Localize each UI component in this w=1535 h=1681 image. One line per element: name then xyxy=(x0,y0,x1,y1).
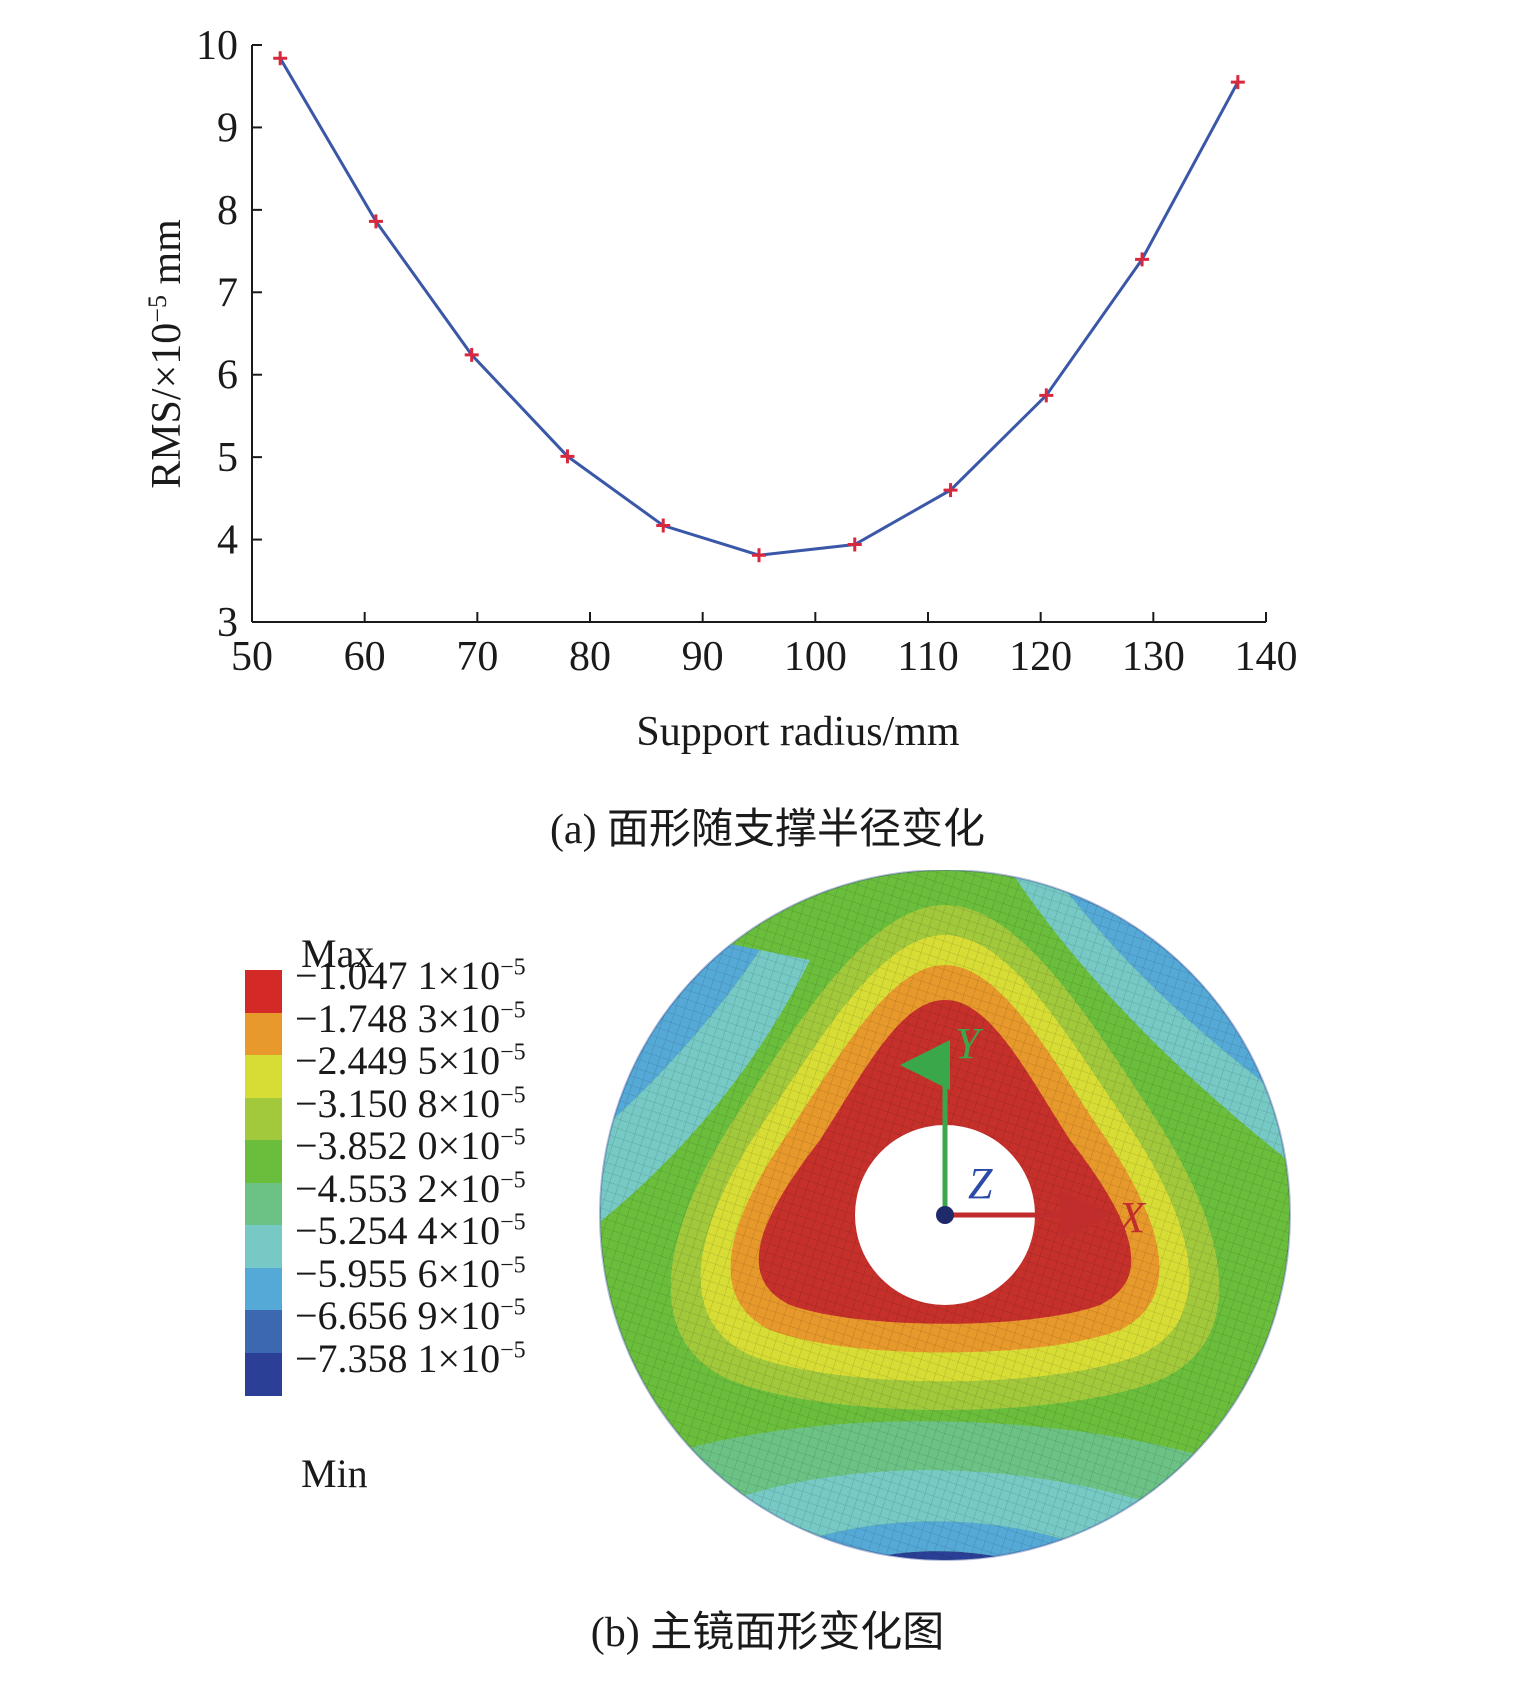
x-tick-label: 70 xyxy=(456,634,498,680)
data-point-marker xyxy=(943,483,958,498)
data-point-marker xyxy=(273,51,288,66)
axes-triad: Y Z X xyxy=(900,1019,1147,1242)
chart-axes xyxy=(251,45,1266,623)
series-line xyxy=(278,57,1240,557)
x-tick-label: 130 xyxy=(1122,634,1185,680)
legend-level-label: −2.449 5×10−5 xyxy=(295,1038,526,1083)
x-tick-label: 50 xyxy=(231,634,273,680)
data-point-marker xyxy=(752,548,766,563)
x-tick-label: 90 xyxy=(682,634,724,680)
y-tick-label: 3 xyxy=(217,600,238,646)
legend-swatch xyxy=(245,1267,282,1311)
chart-ticks: 50 60 70 80 90 100 110 120 130 140 3 4 5 6 7 8 9 10 xyxy=(196,23,1298,680)
legend-swatch xyxy=(245,1182,282,1226)
origin-point xyxy=(936,1206,954,1224)
legend-swatch xyxy=(245,1352,282,1396)
legend-swatch xyxy=(245,1140,282,1184)
data-point-marker xyxy=(656,518,671,533)
mirror-deformation-plot: Y Z X xyxy=(599,870,1291,1561)
legend-level-label: −1.047 1×10−5 xyxy=(295,953,526,998)
x-tick-label: 120 xyxy=(1009,634,1072,680)
legend-swatch xyxy=(245,1012,282,1056)
y-tick-label: 4 xyxy=(217,518,238,564)
data-point-marker xyxy=(1039,388,1054,403)
legend-swatch xyxy=(245,970,282,1014)
caption-b: (b) 主镜面形变化图 xyxy=(590,1610,945,1656)
y-axis-label: RMS/×10−5 mm xyxy=(143,219,190,489)
caption-a: (a) 面形随支撑半径变化 xyxy=(549,807,986,853)
y-tick-label: 10 xyxy=(196,23,238,69)
legend-level-label: −5.254 4×10−5 xyxy=(295,1208,526,1253)
x-tick-label: 60 xyxy=(344,634,386,680)
legend-level-label: −7.358 1×10−5 xyxy=(295,1335,526,1381)
x-tick-label: 80 xyxy=(569,634,611,680)
legend-level-label: −3.852 0×10−5 xyxy=(295,1123,526,1168)
legend-level-label: −3.150 8×10−5 xyxy=(295,1080,526,1126)
legend-level-label: −4.553 2×10−5 xyxy=(295,1165,526,1211)
data-point-marker xyxy=(368,214,383,229)
x-tick-label: 100 xyxy=(784,634,847,680)
legend-level-label: −5.955 6×10−5 xyxy=(295,1250,526,1296)
data-point-marker xyxy=(847,537,862,552)
y-tick-label: 8 xyxy=(217,188,238,234)
y-tick-label: 6 xyxy=(217,353,238,399)
y-tick-label: 9 xyxy=(217,105,238,151)
data-point-marker xyxy=(464,347,479,362)
chart-series xyxy=(273,51,1245,563)
data-point-marker xyxy=(560,449,575,464)
data-point-marker xyxy=(1230,75,1245,90)
legend-swatch xyxy=(245,1310,282,1354)
rms-vs-support-radius-chart: 50 60 70 80 90 100 110 120 130 140 3 4 5 6 7 8 9 10 Suppo… xyxy=(143,23,1298,755)
y-axis-triad-label: Y xyxy=(955,1019,984,1068)
y-tick-label: 7 xyxy=(217,270,238,316)
legend-swatch xyxy=(245,1225,282,1269)
legend-min-label: Min xyxy=(301,1451,368,1496)
data-point-marker xyxy=(1135,252,1150,267)
legend-swatch xyxy=(245,1097,282,1141)
x-axis-label: Support radius/mm xyxy=(636,709,959,755)
legend-level-label: −1.748 3×10−5 xyxy=(295,995,526,1041)
legend-level-label: −6.656 9×10−5 xyxy=(295,1293,526,1338)
contour-legend: Max −1.047 1×10−5 −1.748 3×10−5 −2.449 5×1… xyxy=(245,930,565,1496)
legend-max-label: Max xyxy=(301,931,375,976)
legend-swatch xyxy=(245,1055,282,1099)
y-tick-label: 5 xyxy=(217,435,238,481)
x-tick-label: 110 xyxy=(897,634,958,680)
x-axis-triad-label: X xyxy=(1116,1193,1147,1242)
z-axis-triad-label: Z xyxy=(968,1159,993,1208)
x-tick-label: 140 xyxy=(1235,634,1298,680)
